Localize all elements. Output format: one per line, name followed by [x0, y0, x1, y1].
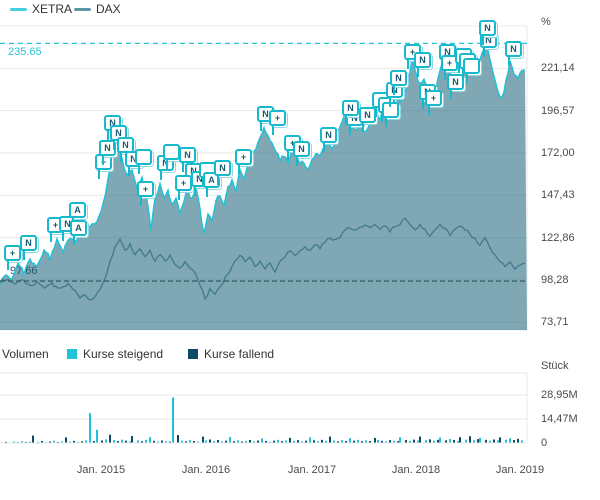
volume-tick-label: 0: [541, 437, 548, 449]
event-flag-+[interactable]: +: [4, 245, 21, 270]
price-tick-label: 221,14: [541, 62, 575, 75]
event-flag-A[interactable]: A: [70, 220, 87, 245]
time-tick-label: Jan. 2017: [287, 464, 337, 476]
event-flag-N[interactable]: N: [505, 41, 522, 66]
event-flag-N[interactable]: N: [359, 107, 376, 132]
xetra-line-swatch: [10, 8, 27, 11]
time-tick-label: Jan. 2018: [391, 464, 441, 476]
price-tick-label: 196,57: [541, 104, 575, 117]
xetra-legend-label: XETRA: [32, 2, 73, 16]
event-flag-N[interactable]: N: [293, 141, 310, 166]
event-flag-+[interactable]: +: [235, 149, 252, 174]
event-flag-N[interactable]: N: [390, 70, 407, 95]
time-tick-label: Jan. 2016: [181, 464, 231, 476]
event-flag-+[interactable]: +: [425, 90, 442, 115]
dax-legend-label: DAX: [96, 2, 121, 16]
event-flag-N[interactable]: N: [179, 147, 196, 172]
time-tick-label: Jan. 2019: [495, 464, 545, 476]
price-tick-label: 147,43: [541, 189, 575, 202]
max-reference-label: 235.65: [8, 46, 42, 58]
volume-legend: Volumen Kurse steigend Kurse fallend: [0, 346, 600, 362]
dax-line-swatch: [74, 8, 91, 11]
event-flag-+[interactable]: +: [137, 181, 154, 206]
price-tick-label: 98,28: [541, 274, 569, 286]
event-flag-A[interactable]: A: [69, 202, 86, 227]
event-flag-blank[interactable]: [135, 149, 152, 174]
event-flag-blank[interactable]: [163, 144, 180, 169]
price-tick-label: 73,71: [541, 316, 569, 329]
event-flag-N[interactable]: N: [342, 100, 359, 125]
price-legend: XETRA DAX: [0, 0, 600, 18]
event-flag-N[interactable]: N: [214, 160, 231, 185]
volume-tick-label: 28,95M: [541, 388, 578, 401]
event-flag-+[interactable]: +: [175, 175, 192, 200]
event-flag-blank[interactable]: [463, 58, 480, 83]
event-flag-N[interactable]: N: [320, 127, 337, 152]
volume-title: Volumen: [2, 347, 49, 361]
volume-up-label[interactable]: Kurse steigend: [83, 347, 164, 361]
volume-down-label[interactable]: Kurse fallend: [204, 347, 275, 361]
volume-down-swatch: [188, 349, 198, 359]
price-tick-label: 172,00: [541, 146, 575, 159]
event-flag-N[interactable]: N: [20, 235, 37, 260]
time-tick-label: Jan. 2015: [76, 464, 126, 476]
event-flag-+[interactable]: +: [269, 110, 286, 135]
event-flag-N[interactable]: N: [414, 52, 431, 77]
min-reference-label: 97.66: [10, 265, 38, 277]
volume-axis-unit: Stück: [541, 360, 569, 372]
volume-tick-label: 14,47M: [541, 412, 578, 425]
event-flag-N[interactable]: N: [479, 20, 496, 45]
price-axis-unit: %: [541, 16, 551, 28]
volume-up-swatch: [67, 349, 77, 359]
price-tick-label: 122,86: [541, 231, 575, 244]
